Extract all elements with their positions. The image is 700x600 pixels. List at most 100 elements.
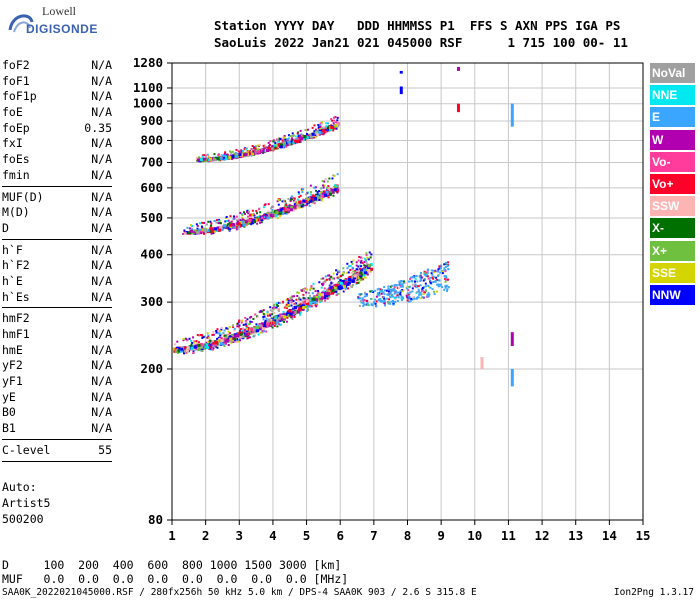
scatter-point bbox=[303, 297, 306, 300]
scatter-point bbox=[300, 135, 303, 138]
scatter-point bbox=[304, 305, 308, 309]
scatter-point bbox=[261, 330, 264, 333]
scatter-point bbox=[220, 339, 224, 343]
scatter-point bbox=[304, 287, 307, 290]
scatter-point bbox=[286, 307, 289, 310]
scatter-point bbox=[191, 229, 195, 233]
scatter-point bbox=[320, 286, 323, 289]
scatter-point bbox=[209, 157, 213, 161]
scatter-point bbox=[302, 296, 305, 299]
scatter-point bbox=[438, 284, 441, 287]
scatter-point bbox=[388, 292, 391, 295]
scatter-point bbox=[204, 154, 207, 157]
scatter-point bbox=[241, 220, 245, 224]
scatter-point bbox=[287, 314, 291, 318]
param-row: M(D) N/A bbox=[2, 205, 112, 221]
scatter-point bbox=[320, 297, 324, 301]
scatter-point bbox=[270, 147, 274, 151]
scatter-point bbox=[245, 322, 248, 325]
scatter-point bbox=[235, 337, 239, 341]
scatter-point bbox=[212, 341, 215, 344]
scatter-point bbox=[365, 253, 368, 256]
scatter-point bbox=[314, 304, 317, 307]
scatter-point bbox=[286, 138, 289, 141]
footer-file-info: SAA0K_2022021045000.RSF / 280fx256h 50 k… bbox=[2, 587, 477, 598]
scatter-point bbox=[424, 290, 427, 293]
scatter-point bbox=[201, 155, 204, 158]
scatter-point bbox=[209, 227, 213, 231]
autoscale-line-1: Auto: bbox=[2, 480, 37, 494]
scatter-point bbox=[302, 288, 305, 291]
scatter-point bbox=[191, 224, 194, 227]
scatter-point bbox=[415, 275, 418, 278]
scatter-point bbox=[232, 218, 235, 221]
scatter-point bbox=[400, 285, 403, 288]
scatter-point bbox=[213, 219, 216, 222]
param-value: N/A bbox=[91, 136, 112, 151]
scatter-point bbox=[430, 272, 433, 275]
scatter-point bbox=[319, 294, 323, 298]
param-name: h`Es bbox=[2, 289, 30, 304]
param-row: foF1 N/A bbox=[2, 74, 112, 90]
scatter-point bbox=[196, 224, 199, 227]
scatter-point bbox=[301, 302, 304, 305]
scatter-point bbox=[437, 268, 440, 271]
scatter-point bbox=[328, 278, 331, 281]
scatter-point bbox=[203, 342, 207, 346]
scatter-point bbox=[239, 319, 242, 322]
scatter-point bbox=[289, 208, 293, 212]
scatter-point bbox=[332, 129, 335, 132]
param-name: foF1p bbox=[2, 89, 37, 104]
scatter-point bbox=[311, 201, 314, 204]
scatter-point bbox=[311, 297, 315, 301]
scatter-point bbox=[206, 153, 209, 156]
scatter-point bbox=[383, 286, 386, 289]
scatter-point bbox=[266, 313, 269, 316]
scatter-point bbox=[370, 267, 374, 271]
scatter-point bbox=[317, 127, 320, 130]
scatter-point bbox=[366, 303, 369, 306]
plot-frame bbox=[171, 62, 644, 521]
scatter-point bbox=[401, 285, 404, 288]
scatter-point bbox=[218, 219, 221, 222]
scatter-point bbox=[421, 288, 424, 291]
scatter-point bbox=[192, 349, 195, 352]
scatter-point bbox=[297, 133, 300, 136]
scatter-point bbox=[243, 330, 246, 333]
scatter-point bbox=[334, 283, 338, 287]
scatter-point bbox=[232, 326, 235, 329]
scatter-point bbox=[203, 154, 206, 157]
echo-streak bbox=[510, 332, 514, 346]
scatter-point bbox=[416, 291, 419, 294]
scatter-point bbox=[347, 287, 350, 290]
scatter-point bbox=[271, 145, 275, 149]
scatter-point bbox=[336, 273, 339, 276]
param-row: foE N/A bbox=[2, 105, 112, 121]
scatter-point bbox=[330, 125, 334, 129]
scatter-point bbox=[291, 134, 294, 137]
scatter-point bbox=[287, 208, 291, 212]
scatter-point bbox=[374, 289, 377, 292]
scatter-point bbox=[241, 319, 244, 322]
scatter-point bbox=[239, 211, 242, 214]
scatter-point bbox=[431, 273, 434, 276]
scatter-point bbox=[359, 293, 362, 296]
scatter-point bbox=[299, 307, 302, 310]
scatter-point bbox=[287, 137, 290, 140]
scatter-point bbox=[324, 275, 327, 278]
scatter-point bbox=[282, 213, 285, 216]
scatter-point bbox=[224, 217, 227, 220]
scatter-point bbox=[428, 293, 431, 296]
scatter-point bbox=[338, 270, 341, 273]
scatter-point bbox=[300, 204, 304, 208]
scatter-point bbox=[313, 197, 317, 201]
scatter-point bbox=[231, 225, 235, 229]
scatter-point bbox=[284, 138, 287, 141]
legend-item: Vo- bbox=[650, 151, 695, 172]
param-value: 55 bbox=[98, 442, 112, 457]
scatter-point bbox=[318, 130, 322, 134]
x-tick-label: 9 bbox=[437, 528, 445, 543]
scatter-point bbox=[321, 194, 325, 198]
scatter-point bbox=[247, 212, 250, 215]
scatter-point bbox=[198, 334, 201, 337]
